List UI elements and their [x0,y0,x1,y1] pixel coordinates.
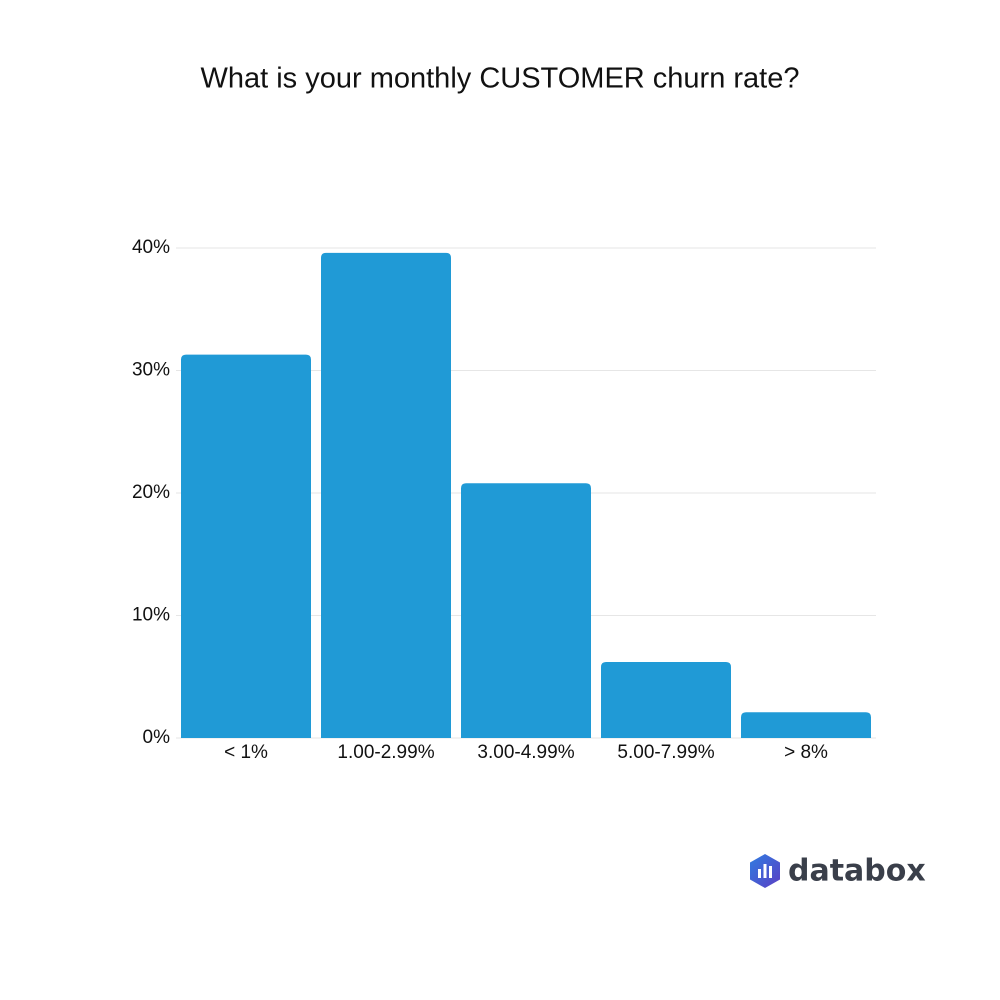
watermark: databox [788,854,926,889]
bar [741,712,871,738]
logo: databox [750,854,926,889]
y-tick-label: 20% [132,482,170,503]
bar [321,252,451,738]
bar [601,662,731,738]
y-tick-label: 0% [143,727,171,748]
chart-title: What is your monthly CUSTOMER churn rate… [201,63,800,95]
logo-icon [769,866,772,878]
y-tick-label: 10% [132,605,170,626]
x-tick-label: > 8% [784,742,828,763]
logo-icon [763,864,767,878]
x-tick-label: 3.00-4.99% [477,742,574,763]
y-tick-label: 40% [132,237,170,258]
y-tick-label: 30% [132,360,170,381]
bar [181,354,311,738]
x-tick-label: 1.00-2.99% [337,742,434,763]
logo-icon [758,869,761,878]
x-tick-label: 5.00-7.99% [617,742,714,763]
bar [461,483,591,738]
x-tick-label: < 1% [224,742,268,763]
